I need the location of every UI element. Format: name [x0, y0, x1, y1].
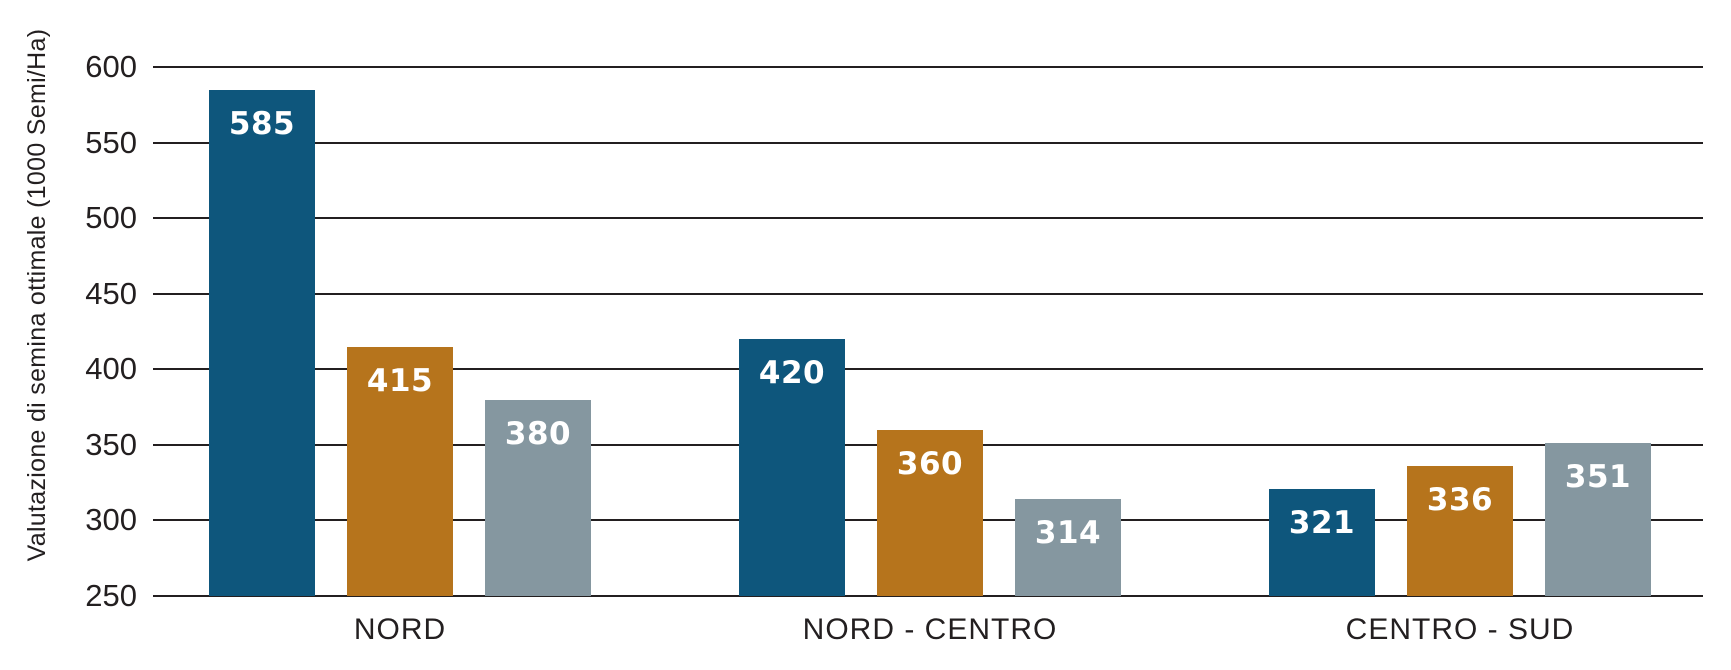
gridline	[153, 66, 1703, 68]
bar: 415	[347, 346, 453, 596]
y-tick-label: 550	[85, 124, 137, 160]
gridline	[153, 141, 1703, 144]
gridline	[153, 217, 1703, 220]
x-category-label: CENTRO - SUD	[1345, 613, 1575, 646]
bar: 321	[1269, 488, 1375, 596]
y-tick-label: 350	[85, 426, 137, 462]
bar-value-label: 420	[758, 355, 826, 392]
bar: 380	[485, 399, 591, 596]
x-category-label: NORD - CENTRO	[802, 613, 1058, 646]
bar: 351	[1545, 443, 1651, 596]
bar-value-label: 336	[1426, 482, 1494, 519]
bar-value-label: 585	[228, 105, 296, 142]
gridline	[153, 292, 1703, 295]
y-tick-label: 300	[85, 502, 137, 538]
y-tick-label: 450	[85, 275, 137, 311]
bar: 360	[877, 429, 983, 596]
bar: 420	[739, 339, 845, 596]
bar-value-label: 380	[504, 415, 572, 452]
bar-value-label: 415	[366, 362, 434, 399]
y-tick-label: 500	[85, 200, 137, 236]
bar-value-label: 351	[1564, 459, 1632, 496]
y-tick-label: 400	[85, 351, 137, 387]
gridline	[153, 368, 1703, 371]
y-tick-label: 250	[85, 578, 137, 613]
bar-value-label: 360	[896, 445, 964, 482]
bar-value-label: 321	[1288, 504, 1356, 541]
bar: 336	[1407, 466, 1513, 596]
gridline	[153, 595, 1703, 597]
bar-value-label: 314	[1034, 515, 1102, 552]
bar: 314	[1015, 499, 1121, 596]
x-category-label: NORD	[353, 613, 447, 646]
bar: 585	[209, 89, 315, 596]
y-tick-label: 600	[85, 49, 137, 84]
